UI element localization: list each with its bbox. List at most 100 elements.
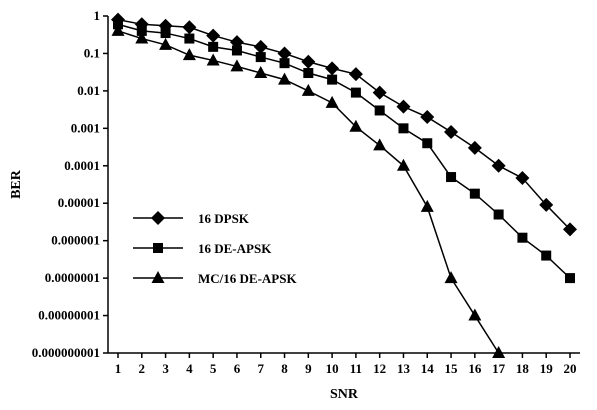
square-point (493, 209, 504, 220)
square-point (231, 45, 242, 56)
legend-item: 16 DE-APSK (133, 241, 272, 256)
y-tick-label: 0.000001 (51, 233, 100, 248)
square-point (469, 188, 480, 199)
diamond-point (325, 61, 340, 76)
y-tick-label: 1 (94, 8, 101, 23)
square-point (303, 68, 314, 79)
square-point (160, 28, 171, 39)
legend-square-icon (153, 243, 163, 253)
diamond-point (444, 124, 459, 139)
y-axis-title: BER (9, 169, 24, 199)
x-tick-label: 19 (540, 361, 554, 376)
diamond-point (420, 110, 435, 125)
square-point (374, 105, 385, 116)
triangle-point (111, 23, 125, 36)
x-axis-title: SNR (330, 387, 359, 402)
x-tick-label: 20 (564, 361, 577, 376)
legend-diamond-icon (151, 211, 165, 225)
legend-label: 16 DE-APSK (198, 241, 272, 256)
legend-item: 16 DPSK (133, 211, 250, 226)
x-tick-label: 18 (516, 361, 530, 376)
x-tick-label: 16 (468, 361, 482, 376)
diamond-point (348, 67, 363, 82)
legend-label: 16 DPSK (198, 211, 250, 226)
triangle-point (349, 119, 363, 132)
triangle-point (159, 37, 173, 50)
y-tick-label: 0.1 (84, 45, 100, 60)
series-mc-16-de-apsk (111, 23, 506, 358)
triangle-point (444, 271, 458, 284)
x-tick-label: 11 (350, 361, 362, 376)
x-tick-label: 1 (115, 361, 122, 376)
legend-triangle-icon (151, 271, 165, 283)
diamond-point (372, 85, 387, 100)
square-point (398, 123, 409, 134)
square-point (184, 33, 195, 44)
triangle-point (420, 199, 434, 212)
series-line (117, 30, 500, 354)
x-tick-label: 4 (186, 361, 193, 376)
square-point (541, 250, 552, 261)
x-tick-label: 5 (210, 361, 217, 376)
legend: 16 DPSK 16 DE-APSK MC/16 DE-APSK (133, 211, 297, 286)
square-point (279, 58, 290, 69)
y-tick-label: 0.0000001 (45, 270, 100, 285)
x-tick-label: 15 (445, 361, 459, 376)
y-tick-label: 0.00001 (58, 195, 100, 210)
series-16-dpsk (111, 12, 577, 237)
square-point (517, 232, 528, 243)
series-line (117, 23, 571, 279)
diamond-point (491, 158, 506, 173)
x-tick-label: 9 (305, 361, 312, 376)
square-point (327, 74, 338, 85)
x-tick-label: 17 (492, 361, 506, 376)
triangle-point (492, 346, 506, 358)
x-tick-label: 14 (421, 361, 435, 376)
triangle-point (373, 138, 387, 151)
square-point (350, 87, 361, 98)
y-tick-label: 0.01 (77, 83, 100, 98)
square-point (208, 41, 219, 52)
series-line (117, 18, 571, 230)
triangle-point (206, 53, 220, 66)
triangle-point (182, 48, 196, 61)
diamond-point (253, 39, 268, 54)
x-tick-label: 2 (139, 361, 146, 376)
x-tick-label: 12 (373, 361, 386, 376)
x-tick-label: 3 (162, 361, 169, 376)
y-tick-label: 0.000000001 (32, 345, 100, 360)
series-group (111, 12, 577, 358)
diamond-point (563, 222, 577, 237)
axes: 1 0.1 0.01 0.001 0.0001 0.00001 0.000001 0.0000… (32, 8, 580, 376)
triangle-point (325, 95, 339, 108)
legend-label: MC/16 DE-APSK (198, 271, 297, 286)
y-tick-label: 0.0001 (64, 158, 100, 173)
x-tick-label: 13 (397, 361, 411, 376)
legend-item: MC/16 DE-APSK (133, 271, 297, 286)
diamond-point (277, 46, 292, 61)
triangle-point (254, 66, 268, 79)
y-tick-label: 0.001 (71, 120, 100, 135)
diamond-point (301, 54, 316, 69)
triangle-point (468, 308, 482, 321)
x-tick-label: 8 (281, 361, 288, 376)
x-tick-label: 10 (326, 361, 339, 376)
diamond-point (396, 99, 411, 114)
diamond-point (206, 28, 221, 43)
diamond-point (539, 197, 554, 212)
square-point (136, 25, 147, 36)
triangle-point (278, 72, 292, 85)
square-point (255, 52, 266, 63)
y-tick-label: 0.00000001 (38, 308, 100, 323)
triangle-point (301, 83, 315, 96)
diamond-point (467, 140, 482, 155)
series-16-de-apsk (113, 19, 575, 284)
triangle-point (396, 158, 410, 171)
triangle-point (135, 31, 149, 44)
square-point (422, 138, 433, 149)
x-tick-label: 7 (257, 361, 264, 376)
square-point (446, 172, 457, 183)
square-point (565, 273, 575, 284)
x-tick-label: 6 (234, 361, 241, 376)
